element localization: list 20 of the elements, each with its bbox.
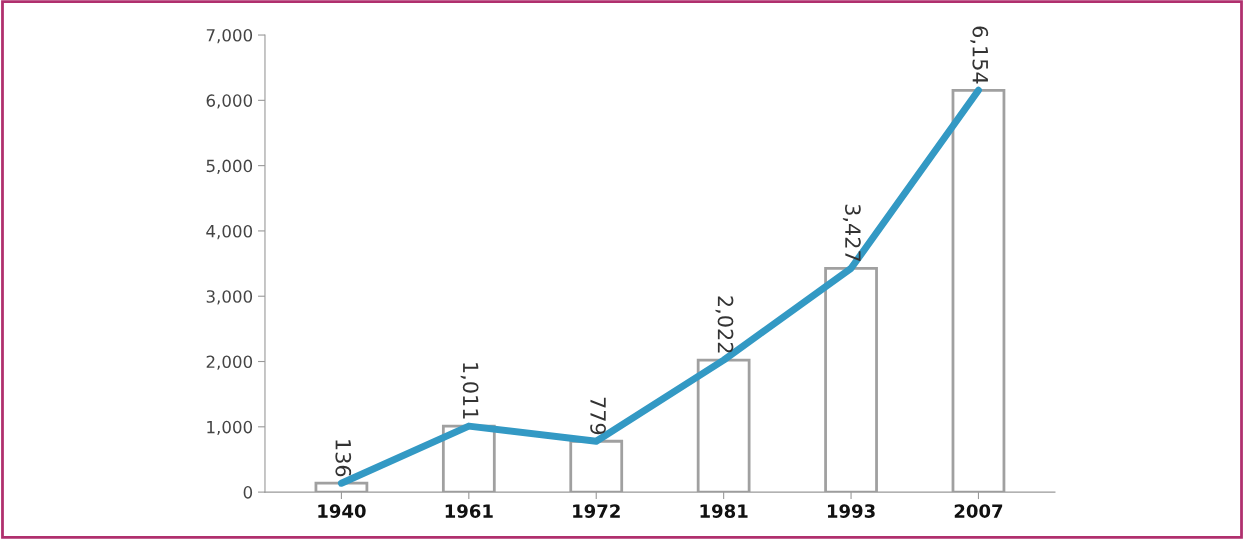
y-tick-label: 6,000 <box>206 94 253 109</box>
data-label: 1,011 <box>460 363 479 419</box>
y-tick-label: 1,000 <box>207 420 253 436</box>
y-tick-label: 4,000 <box>206 224 253 240</box>
x-tick-label: 1940 <box>318 504 366 518</box>
x-tick-label: 1972 <box>573 504 620 518</box>
y-tick-label: 7,000 <box>206 29 253 44</box>
x-tick-label: 2007 <box>954 504 1003 518</box>
data-label: 136 <box>335 440 352 477</box>
data-label: 779 <box>590 397 606 435</box>
x-tick-label: 1993 <box>827 504 875 518</box>
data-label: 3,427 <box>842 204 861 261</box>
x-tick-label: 1961 <box>445 504 493 518</box>
data-label: 6,154 <box>970 26 989 84</box>
y-tick-label: 3,000 <box>206 290 253 305</box>
y-tick-label: 2,000 <box>206 355 253 370</box>
x-tick-label: 1981 <box>700 504 748 518</box>
data-label: 2,022 <box>715 296 734 353</box>
y-tick-label: 0 <box>243 486 253 499</box>
y-tick-label: 5,000 <box>206 159 253 174</box>
